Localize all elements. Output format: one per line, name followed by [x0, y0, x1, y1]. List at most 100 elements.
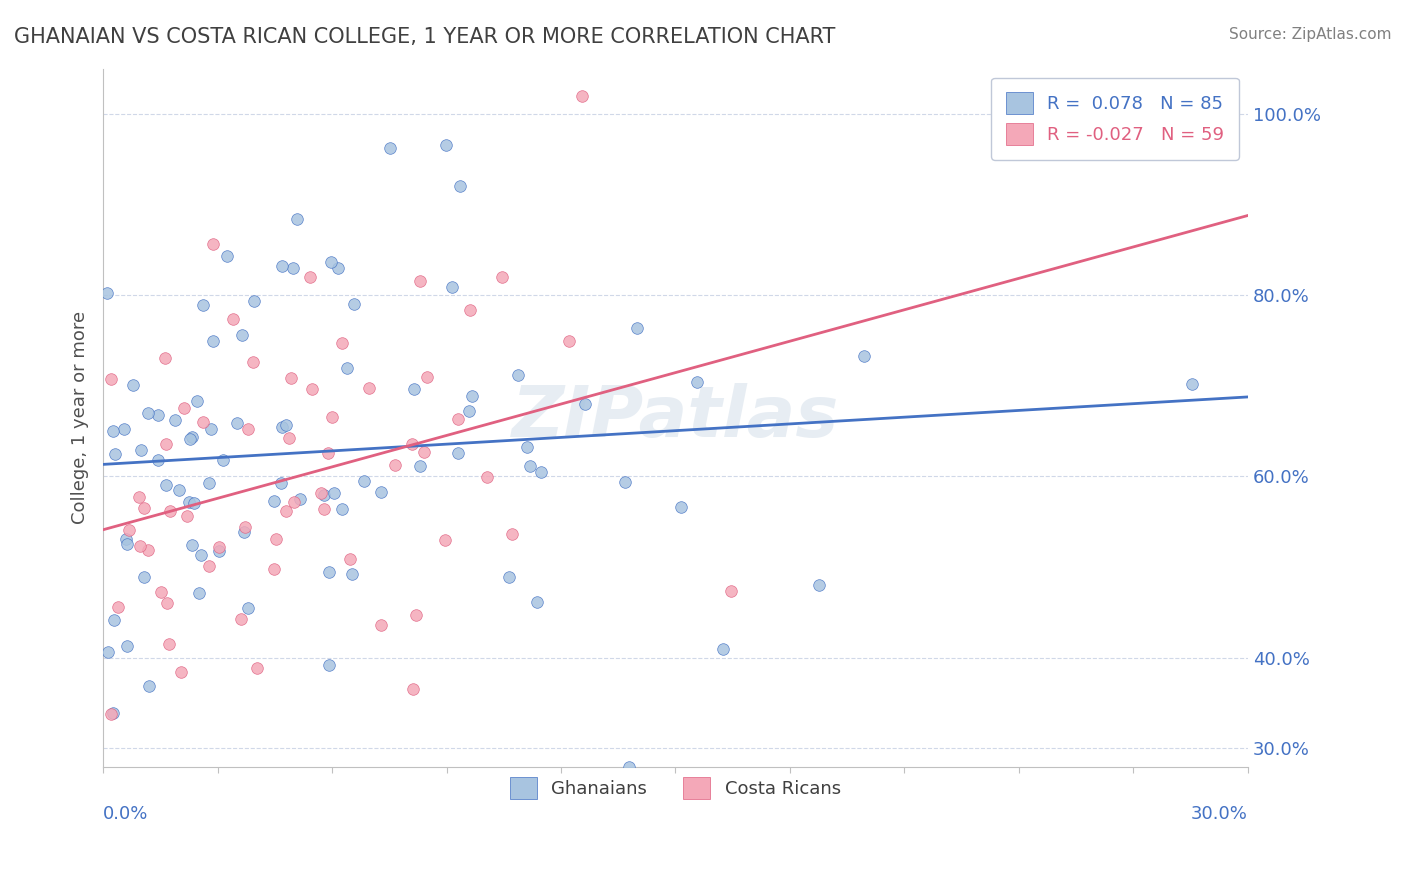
Point	[208, 544, 231, 558]
Point	[264, 532, 287, 546]
Point	[617, 759, 640, 773]
Point	[519, 458, 541, 473]
Point	[233, 524, 256, 539]
Point	[103, 613, 125, 627]
Point	[626, 321, 648, 335]
Point	[475, 470, 498, 484]
Point	[146, 452, 169, 467]
Point	[201, 334, 224, 349]
Point	[498, 570, 520, 584]
Point	[129, 442, 152, 457]
Point	[574, 397, 596, 411]
Point	[852, 349, 875, 363]
Point	[384, 458, 406, 472]
Point	[245, 661, 267, 675]
Point	[263, 561, 285, 575]
Point	[408, 274, 430, 288]
Point	[412, 444, 434, 458]
Point	[104, 447, 127, 461]
Point	[191, 298, 214, 312]
Point	[516, 440, 538, 454]
Point	[1181, 377, 1204, 392]
Point	[440, 280, 463, 294]
Point	[526, 595, 548, 609]
Point	[187, 586, 209, 600]
Point	[330, 336, 353, 351]
Point	[118, 523, 141, 537]
Point	[190, 548, 212, 562]
Point	[115, 532, 138, 546]
Point	[243, 294, 266, 309]
Point	[229, 612, 252, 626]
Point	[328, 260, 350, 275]
Text: 0.0%: 0.0%	[103, 805, 149, 823]
Point	[236, 422, 259, 436]
Point	[136, 406, 159, 420]
Point	[176, 508, 198, 523]
Point	[96, 286, 118, 301]
Point	[197, 476, 219, 491]
Point	[274, 418, 297, 433]
Point	[132, 569, 155, 583]
Point	[101, 706, 124, 721]
Point	[163, 413, 186, 427]
Point	[402, 681, 425, 696]
Point	[298, 269, 321, 284]
Legend: Ghanaians, Costa Ricans: Ghanaians, Costa Ricans	[495, 763, 855, 814]
Point	[186, 394, 208, 409]
Point	[416, 370, 439, 384]
Point	[215, 249, 238, 263]
Point	[100, 372, 122, 386]
Point	[197, 559, 219, 574]
Point	[434, 138, 457, 153]
Point	[191, 415, 214, 429]
Point	[711, 642, 734, 657]
Point	[115, 640, 138, 654]
Point	[208, 540, 231, 554]
Point	[322, 486, 344, 500]
Point	[270, 475, 292, 490]
Point	[353, 474, 375, 488]
Point	[458, 404, 481, 418]
Point	[202, 237, 225, 252]
Point	[100, 706, 122, 721]
Point	[179, 432, 201, 446]
Point	[212, 453, 235, 467]
Point	[808, 578, 831, 592]
Point	[685, 376, 707, 390]
Point	[283, 495, 305, 509]
Point	[156, 596, 179, 610]
Point	[321, 409, 343, 424]
Point	[235, 520, 257, 534]
Point	[180, 430, 202, 444]
Point	[155, 437, 177, 451]
Point	[446, 446, 468, 460]
Point	[270, 420, 292, 434]
Point	[128, 491, 150, 505]
Point	[117, 537, 139, 551]
Point	[409, 459, 432, 474]
Point	[97, 645, 120, 659]
Point	[129, 540, 152, 554]
Point	[359, 381, 381, 395]
Point	[236, 600, 259, 615]
Point	[461, 389, 484, 403]
Point	[122, 378, 145, 392]
Point	[281, 260, 304, 275]
Text: GHANAIAN VS COSTA RICAN COLLEGE, 1 YEAR OR MORE CORRELATION CHART: GHANAIAN VS COSTA RICAN COLLEGE, 1 YEAR …	[14, 27, 835, 46]
Point	[404, 382, 426, 396]
Point	[447, 411, 470, 425]
Point	[405, 607, 427, 622]
Point	[103, 424, 125, 438]
Point	[107, 599, 129, 614]
Point	[112, 422, 135, 436]
Point	[301, 382, 323, 396]
Point	[278, 431, 301, 445]
Point	[501, 526, 523, 541]
Point	[343, 297, 366, 311]
Point	[370, 617, 392, 632]
Point	[159, 503, 181, 517]
Point	[330, 502, 353, 516]
Point	[671, 500, 693, 514]
Point	[614, 475, 637, 490]
